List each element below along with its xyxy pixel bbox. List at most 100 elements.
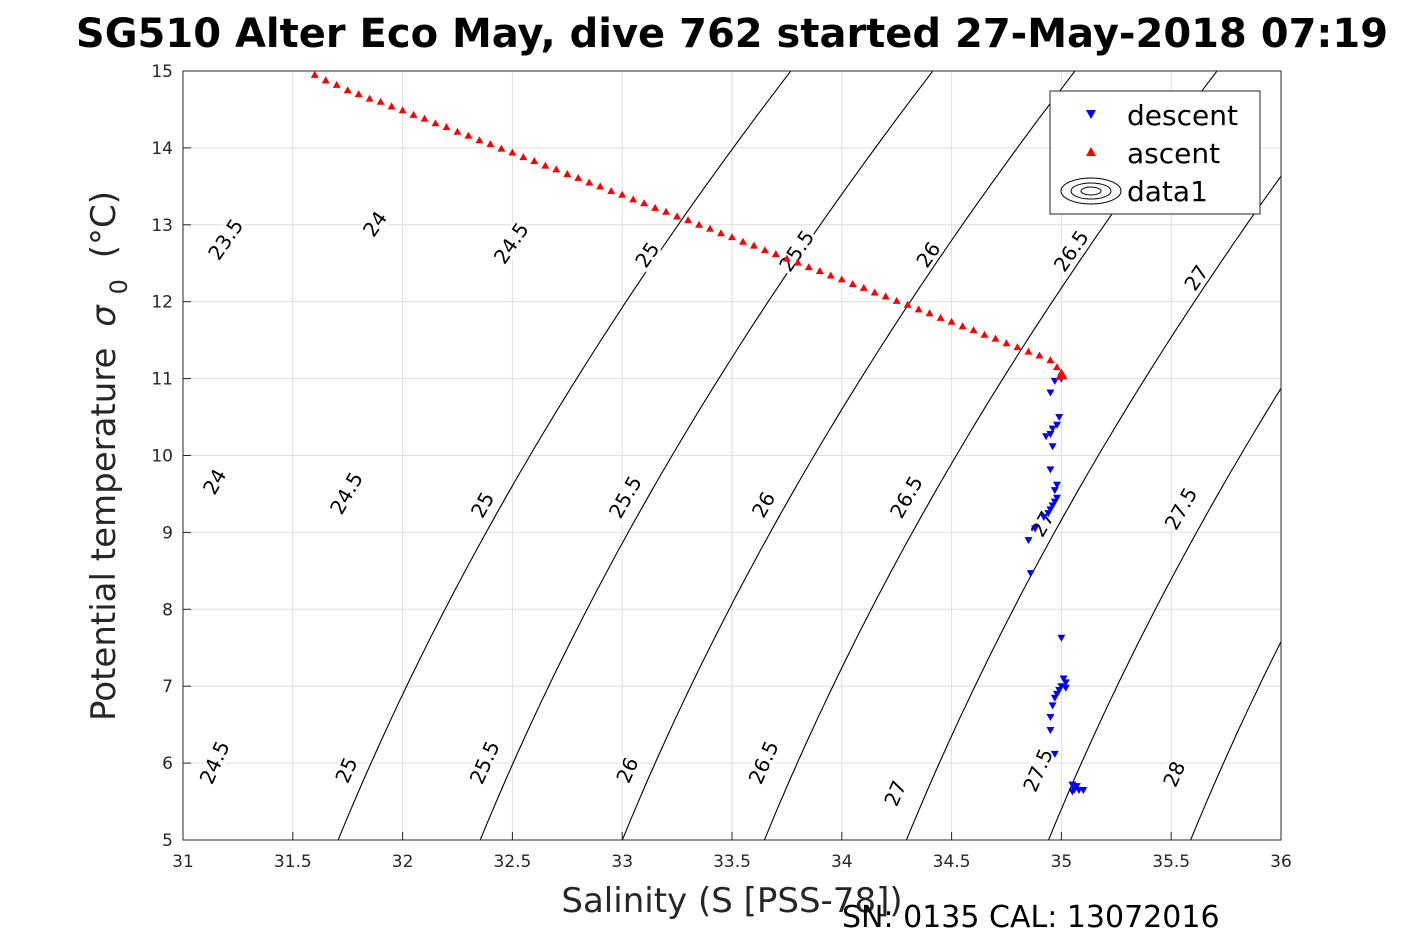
y-tick-label: 10: [151, 447, 173, 467]
series-ascent: [310, 71, 1068, 381]
ascent-point: [881, 292, 890, 300]
ascent-point: [365, 94, 374, 102]
ascent-point: [651, 203, 660, 211]
x-axis-label: Salinity (S [PSS-78]): [561, 881, 902, 921]
descent-point: [1053, 421, 1062, 429]
ascent-point: [629, 195, 638, 203]
ascent-point: [760, 246, 769, 254]
ascent-point: [332, 80, 341, 88]
descent-point: [1055, 414, 1064, 422]
descent-point: [1048, 425, 1057, 433]
descent-point: [1048, 443, 1057, 451]
ascent-point: [1035, 351, 1044, 359]
legend-box: [1049, 90, 1261, 215]
ascent-point: [310, 71, 319, 78]
descent-point: [1046, 466, 1055, 474]
descent-point: [1068, 788, 1077, 796]
y-tick-label: 14: [151, 139, 173, 159]
ascent-point: [497, 144, 506, 152]
ascent-point: [343, 86, 352, 94]
ascent-point: [914, 305, 923, 313]
descent-point: [1053, 494, 1062, 502]
descent-point: [1053, 690, 1062, 698]
contour-line: [1047, 387, 1281, 840]
ascent-point: [684, 216, 693, 224]
ascent-point: [706, 224, 715, 232]
descent-point: [1048, 702, 1057, 710]
chart-title: SG510 Alter Eco May, dive 762 started 27…: [76, 11, 1388, 57]
x-tick-label: 34.5: [933, 852, 971, 872]
ascent-point: [826, 271, 835, 279]
descent-point: [1061, 679, 1070, 687]
x-tick-label: 36: [1270, 852, 1292, 872]
legend-ascent-label: ascent: [1127, 137, 1220, 170]
y-tick-label: 5: [162, 831, 173, 851]
ascent-point: [596, 182, 605, 190]
x-tick-label: 32: [392, 852, 414, 872]
descent-point: [1059, 675, 1068, 683]
y-tick-label: 9: [162, 523, 173, 543]
data-series: [310, 71, 1088, 796]
ascent-point: [936, 313, 945, 321]
descent-point: [1079, 787, 1088, 795]
ascent-point: [903, 300, 912, 308]
ascent-point: [695, 220, 704, 228]
ascent-point: [1055, 373, 1064, 381]
ascent-point: [508, 148, 517, 156]
y-axis-label-unit: (°C): [84, 191, 124, 258]
ascent-point: [771, 250, 780, 258]
ascent-point: [1013, 343, 1022, 351]
descent-point: [1046, 713, 1055, 721]
ascent-point: [321, 76, 330, 84]
ascent-point: [519, 153, 528, 161]
ascent-point: [969, 326, 978, 334]
ascent-point: [420, 114, 429, 122]
x-tick-label: 31.5: [274, 852, 312, 872]
ascent-point: [354, 90, 363, 98]
descent-point: [1026, 570, 1035, 578]
ascent-point: [837, 275, 846, 283]
ascent-point: [442, 123, 451, 131]
ascent-point: [804, 263, 813, 271]
ascent-point: [728, 233, 736, 241]
descent-point: [1053, 481, 1062, 489]
y-axis-label-symbol: σ: [84, 304, 124, 327]
legend-descent-label: descent: [1127, 99, 1238, 132]
descent-point: [1046, 506, 1055, 514]
descent-point: [1055, 687, 1064, 695]
x-tick-label: 34: [831, 852, 853, 872]
y-tick-label: 11: [151, 370, 173, 390]
contour-line: [905, 175, 1281, 840]
ascent-point: [947, 317, 956, 325]
ascent-point: [431, 119, 440, 127]
ascent-point: [859, 283, 868, 291]
ascent-point: [892, 296, 901, 304]
ascent-point: [398, 106, 407, 114]
descent-point: [1050, 487, 1059, 495]
ascent-point: [552, 165, 561, 173]
x-tick-label: 33.5: [713, 852, 751, 872]
ascent-point: [662, 207, 671, 215]
y-axis-label-subscript: 0: [105, 279, 133, 294]
descent-point: [1046, 389, 1055, 397]
ascent-point: [1046, 356, 1055, 364]
ascent-point: [607, 186, 616, 194]
ascent-point: [815, 266, 824, 274]
ascent-point: [453, 127, 462, 135]
legend-data1-label: data1: [1127, 175, 1208, 208]
ascent-point: [618, 190, 627, 198]
ascent-point: [1053, 363, 1062, 371]
y-axis-label-main: Potential temperature: [84, 348, 124, 721]
descent-point: [1031, 525, 1040, 533]
ascent-point: [475, 136, 484, 144]
footer-serial-cal: SN: 0135 CAL: 13072016: [842, 900, 1220, 935]
ascent-point: [1024, 347, 1033, 355]
x-tick-label: 31: [172, 852, 194, 872]
contour-line: [337, 71, 792, 840]
ascent-point: [925, 309, 934, 317]
y-tick-label: 13: [151, 216, 173, 236]
contour-line: [1190, 640, 1281, 840]
contour-line: [479, 71, 934, 840]
ascent-point: [738, 237, 747, 245]
